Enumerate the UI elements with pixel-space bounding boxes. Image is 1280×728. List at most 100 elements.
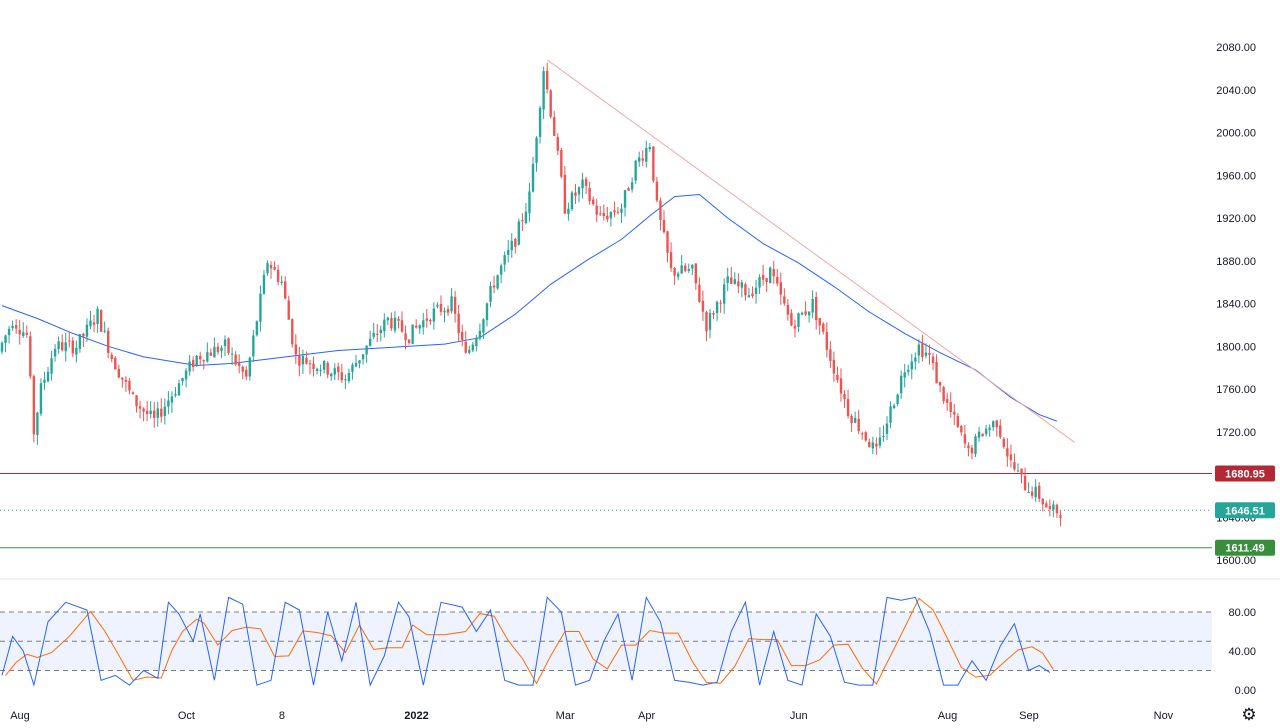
candle[interactable] xyxy=(935,354,938,384)
candle[interactable] xyxy=(754,279,758,304)
candle[interactable] xyxy=(857,409,860,435)
candle[interactable] xyxy=(542,66,545,120)
candle[interactable] xyxy=(531,156,535,193)
candle[interactable] xyxy=(471,342,475,353)
candle[interactable] xyxy=(793,319,797,338)
candle[interactable] xyxy=(768,266,772,284)
candle[interactable] xyxy=(514,237,517,254)
candle[interactable] xyxy=(974,434,977,458)
candle[interactable] xyxy=(715,300,719,322)
candle[interactable] xyxy=(414,319,418,329)
candle[interactable] xyxy=(829,340,832,368)
candle[interactable] xyxy=(765,277,768,293)
candle[interactable] xyxy=(170,391,174,414)
candle[interactable] xyxy=(135,395,138,413)
candle[interactable] xyxy=(89,310,92,330)
candle[interactable] xyxy=(436,302,439,309)
candle[interactable] xyxy=(815,291,818,330)
candle[interactable] xyxy=(322,360,326,374)
candle[interactable] xyxy=(138,400,142,419)
candle[interactable] xyxy=(43,371,46,390)
candle[interactable] xyxy=(786,299,790,321)
candle[interactable] xyxy=(354,354,358,368)
candle[interactable] xyxy=(245,366,248,381)
candle[interactable] xyxy=(0,341,4,355)
candle[interactable] xyxy=(376,324,379,342)
candle[interactable] xyxy=(464,331,467,354)
candle[interactable] xyxy=(149,401,152,419)
candle[interactable] xyxy=(358,360,361,369)
stochastic-pane[interactable] xyxy=(0,595,1212,688)
candle[interactable] xyxy=(60,334,64,352)
candle[interactable] xyxy=(167,391,170,415)
candle[interactable] xyxy=(142,407,145,422)
candle[interactable] xyxy=(747,287,751,298)
candle[interactable] xyxy=(864,430,867,442)
candle[interactable] xyxy=(538,105,542,144)
candle[interactable] xyxy=(124,376,128,392)
candle[interactable] xyxy=(383,313,386,338)
candle[interactable] xyxy=(645,140,648,168)
candle[interactable] xyxy=(981,433,984,437)
candle[interactable] xyxy=(202,359,205,370)
candle[interactable] xyxy=(627,186,630,191)
candle[interactable] xyxy=(953,403,956,426)
candle[interactable] xyxy=(411,324,414,345)
candle[interactable] xyxy=(662,210,666,234)
candle[interactable] xyxy=(1041,498,1044,512)
candle[interactable] xyxy=(319,364,322,377)
candle[interactable] xyxy=(616,207,620,215)
candle[interactable] xyxy=(22,322,25,338)
candle[interactable] xyxy=(1038,482,1041,502)
candle[interactable] xyxy=(276,264,280,286)
candle[interactable] xyxy=(404,325,407,350)
candle[interactable] xyxy=(712,310,715,320)
candle[interactable] xyxy=(117,364,121,379)
candle[interactable] xyxy=(726,267,729,292)
candle[interactable] xyxy=(595,198,598,223)
candle[interactable] xyxy=(163,398,167,425)
candle[interactable] xyxy=(949,392,952,418)
candle[interactable] xyxy=(298,346,301,377)
candle[interactable] xyxy=(365,345,368,363)
candle[interactable] xyxy=(694,263,698,290)
candle[interactable] xyxy=(248,356,251,381)
candle[interactable] xyxy=(237,354,241,374)
candle[interactable] xyxy=(379,325,382,342)
candle[interactable] xyxy=(811,290,814,319)
candle[interactable] xyxy=(443,307,446,323)
candle[interactable] xyxy=(698,277,701,304)
candle[interactable] xyxy=(652,146,655,183)
candle[interactable] xyxy=(832,351,836,382)
candle[interactable] xyxy=(701,290,705,322)
candle[interactable] xyxy=(889,401,892,429)
candle[interactable] xyxy=(351,362,354,380)
candle[interactable] xyxy=(145,401,149,422)
candle[interactable] xyxy=(294,334,298,364)
candle[interactable] xyxy=(418,324,421,334)
candle[interactable] xyxy=(843,390,846,408)
candle[interactable] xyxy=(407,339,411,345)
candle[interactable] xyxy=(432,302,436,330)
candle[interactable] xyxy=(825,322,829,358)
candle[interactable] xyxy=(641,150,644,166)
candle[interactable] xyxy=(836,366,839,383)
candle[interactable] xyxy=(521,213,524,232)
candle[interactable] xyxy=(984,424,988,437)
candle[interactable] xyxy=(591,196,595,206)
candle[interactable] xyxy=(744,282,747,301)
candle[interactable] xyxy=(29,331,32,379)
candle[interactable] xyxy=(634,159,637,184)
candle[interactable] xyxy=(252,329,255,362)
candle[interactable] xyxy=(131,391,135,395)
candle[interactable] xyxy=(807,311,811,323)
candle[interactable] xyxy=(839,368,843,402)
stochastic-slow-line[interactable] xyxy=(5,597,1054,685)
candle[interactable] xyxy=(684,263,687,273)
candle[interactable] xyxy=(227,337,230,356)
candle[interactable] xyxy=(7,325,11,344)
candle[interactable] xyxy=(928,344,931,365)
candle[interactable] xyxy=(422,312,425,335)
candle[interactable] xyxy=(638,151,641,167)
candle[interactable] xyxy=(461,324,464,347)
